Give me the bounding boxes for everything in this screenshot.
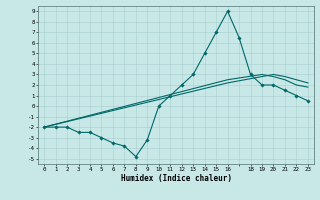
X-axis label: Humidex (Indice chaleur): Humidex (Indice chaleur) (121, 174, 231, 183)
